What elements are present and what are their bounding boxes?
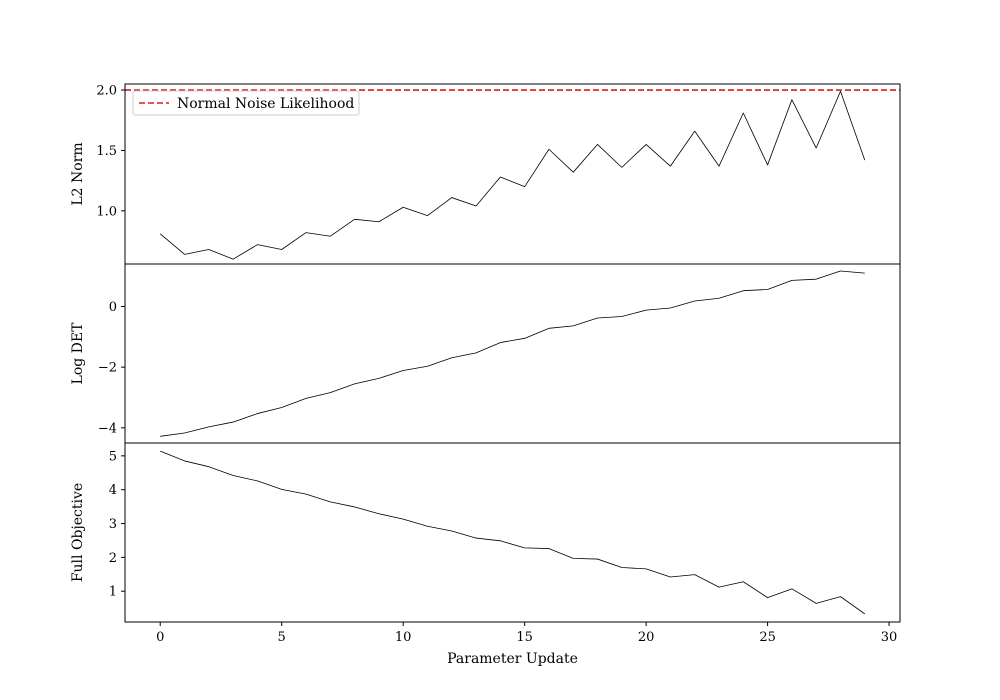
- x-tick-label: 15: [516, 630, 533, 645]
- y-tick-label: 0: [109, 300, 117, 315]
- y-axis-label: Full Objective: [70, 483, 86, 582]
- panels: 1.0 1.5 2.0 L2 Norm Normal Noise Likelihood −…: [70, 83, 901, 667]
- legend-label: Normal Noise Likelihood: [177, 96, 354, 112]
- y-tick-label: −4: [98, 421, 117, 436]
- panel-1-series-line-1: [159, 90, 866, 260]
- y-tick-label: 1: [109, 585, 117, 600]
- y-axis-label: L2 Norm: [70, 142, 86, 205]
- y-tick-label: 1.0: [96, 204, 117, 219]
- y-tick-label: 2.0: [96, 84, 117, 99]
- panel-2-series-line-1: [160, 270, 865, 437]
- panel-3-series-line-1: [160, 450, 866, 615]
- y-tick-label: 1.5: [96, 144, 117, 159]
- legend: Normal Noise Likelihood: [132, 90, 360, 116]
- y-tick-label: 4: [109, 483, 117, 498]
- y-tick-label: −2: [98, 361, 117, 376]
- y-axis-label: Log DET: [70, 322, 86, 385]
- y-tick-label: 2: [109, 551, 117, 566]
- x-tick-label: 25: [759, 630, 776, 645]
- x-tick-label: 0: [156, 630, 164, 645]
- x-tick-label: 20: [638, 630, 655, 645]
- y-tick-label: 3: [109, 517, 117, 532]
- panel-3-frame: [124, 442, 901, 623]
- panel-3: 1 2 3 4 5 Full Objective 0 5 10 15 20 25 30 Parameter…: [70, 442, 901, 667]
- panel-1: 1.0 1.5 2.0 L2 Norm Normal Noise Likelihood: [70, 83, 901, 265]
- legend-box: [132, 90, 360, 116]
- x-tick-label: 30: [881, 630, 898, 645]
- x-tick-label: 5: [278, 630, 286, 645]
- x-tick-label: 10: [395, 630, 412, 645]
- y-tick-label: 5: [109, 449, 117, 464]
- x-axis-label: Parameter Update: [447, 651, 578, 667]
